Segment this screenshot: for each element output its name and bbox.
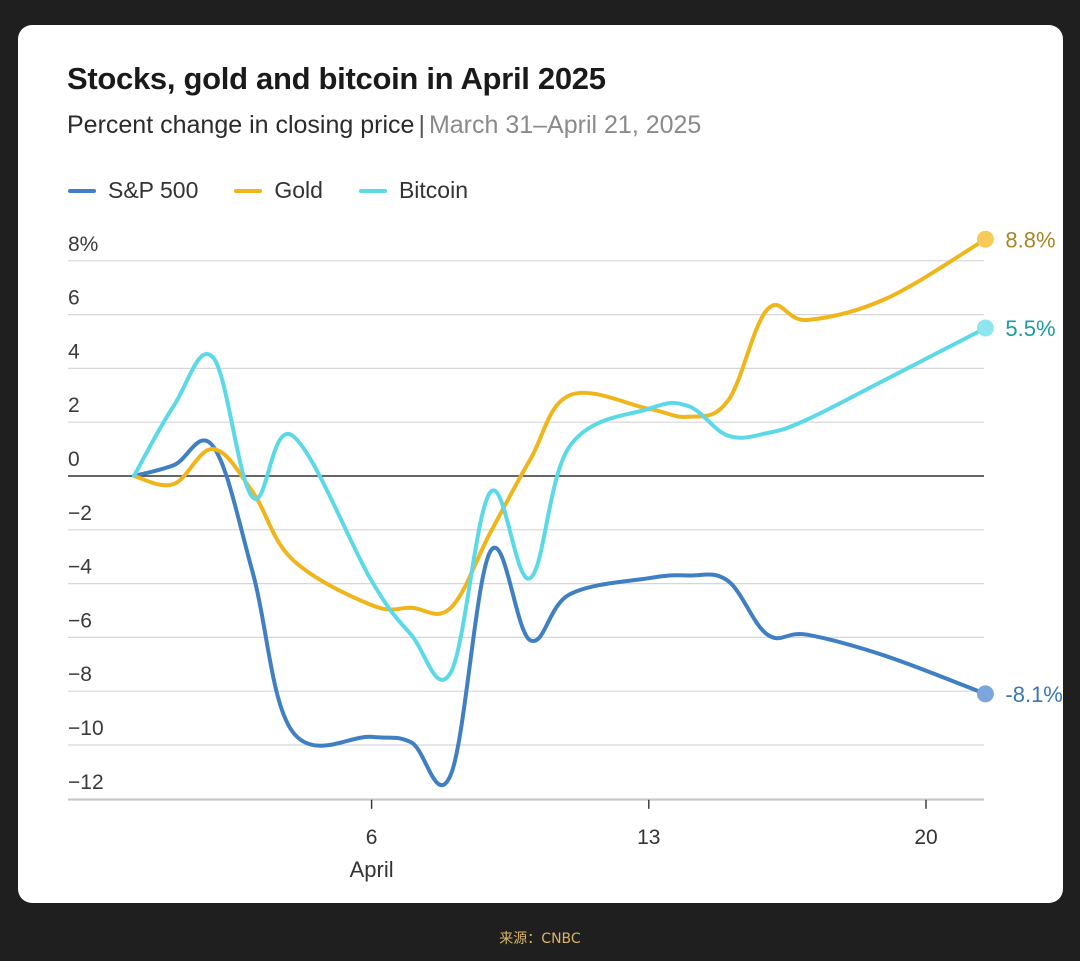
end-label-bitcoin: 5.5% <box>1005 316 1055 341</box>
legend: S&P 500 Gold Bitcoin <box>68 177 504 204</box>
end-point-gold <box>976 230 994 248</box>
y-tick-label: 6 <box>68 287 80 310</box>
legend-swatch-gold <box>234 188 263 193</box>
legend-item-bitcoin: Bitcoin <box>358 177 469 204</box>
y-tick-label: −8 <box>68 663 92 686</box>
x-tick-label: 20 <box>914 826 937 849</box>
series-line-sp500 <box>132 438 988 787</box>
chart-title: Stocks, gold and bitcoin in April 2025 <box>67 61 606 96</box>
end-point-sp500 <box>976 685 994 703</box>
legend-item-gold: Gold <box>234 177 323 204</box>
subtitle-text: Percent change in closing price <box>67 111 415 139</box>
legend-swatch-bitcoin <box>358 188 387 193</box>
end-point-bitcoin <box>976 319 994 337</box>
y-tick-label: 0 <box>68 448 80 471</box>
end-label-sp500: -8.1% <box>1005 682 1062 707</box>
y-tick-label: −12 <box>68 771 104 794</box>
y-tick-label: 2 <box>68 394 80 417</box>
y-tick-label: −2 <box>68 502 92 525</box>
legend-item-sp500: S&P 500 <box>68 177 198 204</box>
series-line-gold <box>132 237 988 616</box>
subtitle-date-range: March 31–April 21, 2025 <box>428 111 702 139</box>
y-tick-label: 8% <box>68 233 98 256</box>
end-label-gold: 8.8% <box>1005 227 1055 252</box>
y-tick-label: 4 <box>68 340 80 363</box>
x-tick-label: 6 <box>366 826 378 849</box>
y-tick-label: −4 <box>68 556 92 579</box>
y-tick-label: −6 <box>68 609 92 632</box>
chart-subtitle: Percent change in closing price | March 31… <box>67 111 701 140</box>
legend-label-sp500: S&P 500 <box>108 177 199 203</box>
source-credit: 来源：CNBC <box>499 931 581 947</box>
series-line-bitcoin <box>132 326 988 682</box>
chart-card: Stocks, gold and bitcoin in April 2025 P… <box>18 25 1063 903</box>
legend-label-gold: Gold <box>274 177 323 203</box>
legend-swatch-sp500 <box>68 188 96 193</box>
subtitle-separator: | <box>418 111 425 139</box>
x-tick-label: 13 <box>637 826 660 849</box>
x-axis-label: April <box>350 857 394 882</box>
y-tick-label: −10 <box>68 717 104 740</box>
legend-label-bitcoin: Bitcoin <box>398 177 469 203</box>
